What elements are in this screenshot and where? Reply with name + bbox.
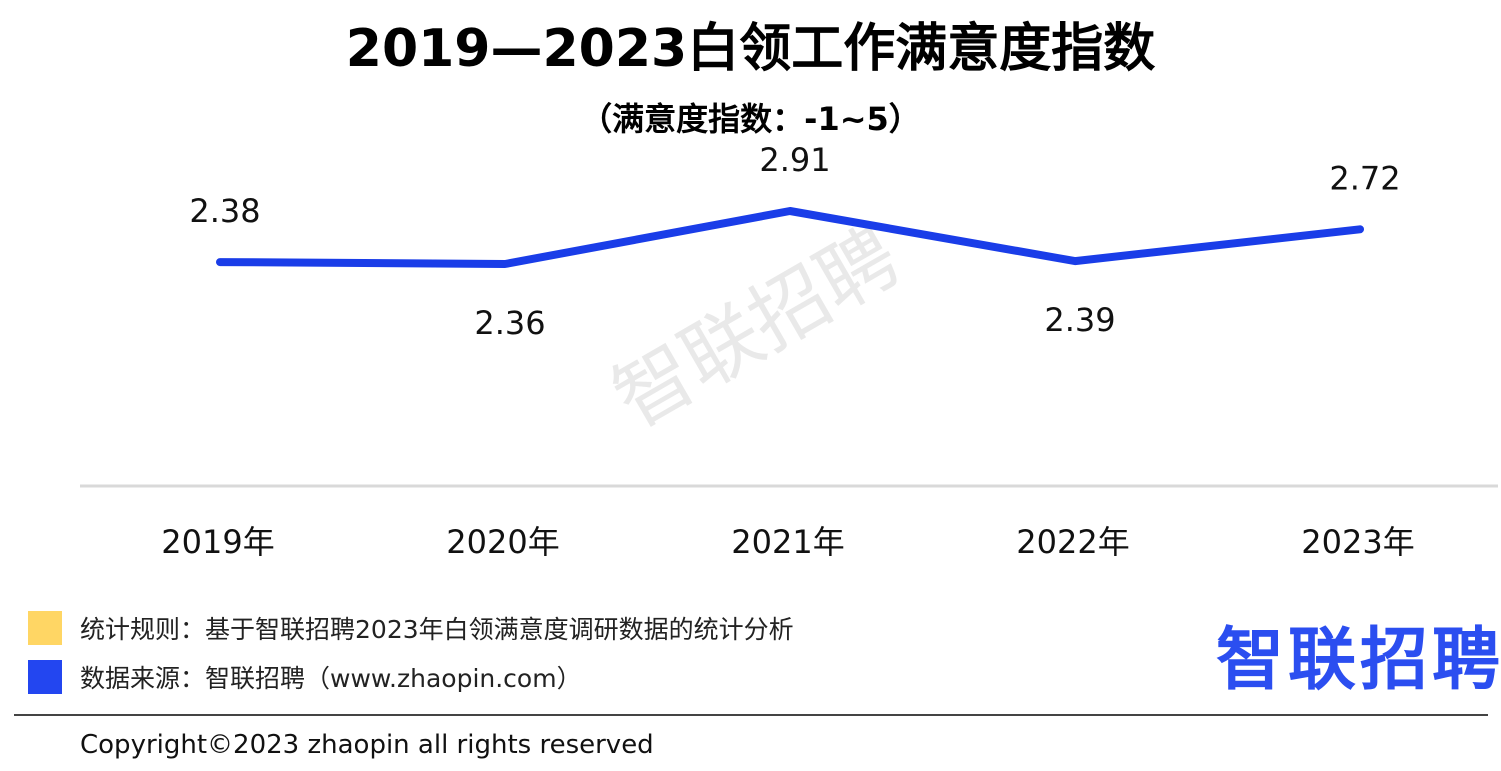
legend-swatch-yellow <box>28 611 62 645</box>
legend-item-rule: 统计规则：基于智联招聘2023年白领满意度调研数据的统计分析 <box>28 610 794 646</box>
x-tick-label: 2020年 <box>446 523 559 561</box>
chart-subtitle: （满意度指数：-1~5） <box>580 100 921 138</box>
legend-swatch-blue <box>28 660 62 694</box>
data-label: 2.39 <box>1044 301 1115 339</box>
line-chart: 2.38 2.36 2.91 2.39 2.72 2019年 2020年 2021年 2022… <box>80 141 1498 561</box>
legend-label-rule: 统计规则：基于智联招聘2023年白领满意度调研数据的统计分析 <box>80 615 794 644</box>
copyright-text: Copyright©2023 zhaopin all rights reserv… <box>80 730 654 760</box>
x-tick-label: 2019年 <box>161 523 274 561</box>
chart-title: 2019—2023白领工作满意度指数 <box>345 19 1156 79</box>
x-tick-label: 2023年 <box>1301 523 1414 561</box>
data-labels: 2.38 2.36 2.91 2.39 2.72 <box>189 141 1400 342</box>
data-label: 2.72 <box>1329 159 1400 197</box>
data-label: 2.38 <box>189 192 260 230</box>
data-label: 2.91 <box>759 141 830 179</box>
series-line <box>216 207 1364 268</box>
legend-label-source: 数据来源：智联招聘（www.zhaopin.com） <box>80 664 582 693</box>
footer-divider <box>14 714 1488 716</box>
x-tick-labels: 2019年 2020年 2021年 2022年 2023年 <box>161 523 1414 561</box>
zhaopin-logo: 智联招聘 <box>1216 621 1501 700</box>
data-label: 2.36 <box>474 304 545 342</box>
legend-item-source: 数据来源：智联招聘（www.zhaopin.com） <box>28 659 582 695</box>
x-tick-label: 2022年 <box>1016 523 1129 561</box>
x-tick-label: 2021年 <box>731 523 844 561</box>
